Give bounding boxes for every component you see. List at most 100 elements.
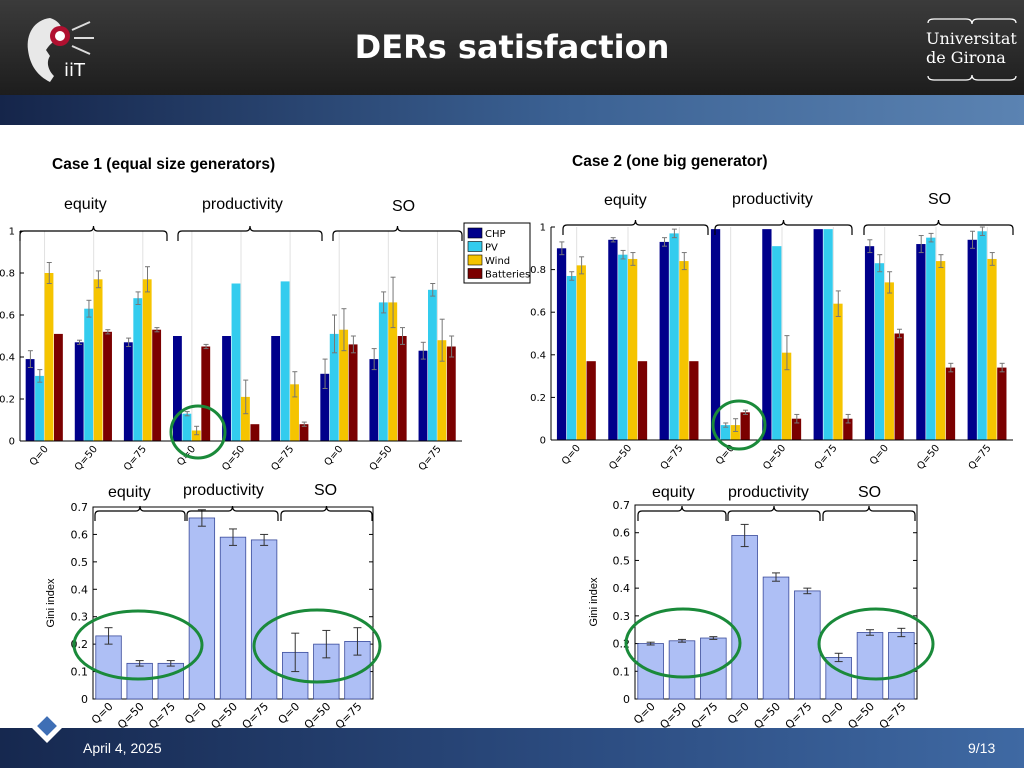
c1-bar-pv <box>772 246 782 440</box>
g2-ytick-label: 0.1 <box>71 666 89 679</box>
case2-equity-label: equity <box>604 192 647 209</box>
c1-bar-wind <box>987 258 997 440</box>
g3-ytick-label: 0.6 <box>613 527 631 540</box>
logo-text: iiT <box>64 60 86 81</box>
g3-x-tick-label: Q=0 <box>631 700 658 727</box>
g2-x-tick-label: Q=0 <box>276 700 303 727</box>
c0-group-brace <box>19 225 168 241</box>
case1-productivity-label: productivity <box>202 196 283 213</box>
legend-label-pv: PV <box>485 243 498 254</box>
g3-x-tick-label: Q=75 <box>689 700 721 732</box>
c0-ytick-label: 0.2 <box>0 395 15 406</box>
c0-bar-wind <box>339 329 349 441</box>
c1-bar-wind <box>576 265 586 440</box>
c0-bar-pv <box>329 333 339 441</box>
c0-bar-batteries <box>299 424 309 441</box>
university-name-line2: de Girona <box>926 48 1006 67</box>
c1-bar-wind <box>679 261 689 440</box>
c0-bar-chp <box>369 359 379 441</box>
g3-bar <box>794 590 821 700</box>
c0-x-tick-label: Q=50 <box>73 444 100 473</box>
g2-bar <box>188 517 216 700</box>
g3-ytick-label: 0.5 <box>613 554 631 567</box>
highlight-circle <box>624 607 742 679</box>
c1-group-brace <box>863 219 1014 235</box>
c0-ytick-label: 0.8 <box>0 269 15 280</box>
c1-x-tick-label: Q=50 <box>607 443 634 472</box>
c0-bar-pv <box>133 298 143 441</box>
c1-x-tick-label: Q=0 <box>868 443 891 467</box>
c0-ytick-label: 1 <box>9 227 15 238</box>
c0-bar-chp <box>418 350 428 441</box>
gini1-so-label: SO <box>314 482 338 499</box>
g2-group-brace <box>94 505 186 521</box>
c0-bar-wind <box>290 384 299 441</box>
c1-bar-pv <box>669 233 679 440</box>
c0-bar-wind <box>437 340 447 441</box>
c1-bar-wind <box>782 352 792 440</box>
c0-x-tick-label: Q=50 <box>368 444 395 473</box>
c1-bar-pv <box>720 425 731 440</box>
c0-bar-pv <box>280 281 290 441</box>
c1-ytick-label: 1 <box>540 223 546 234</box>
c1-bar-chp <box>659 241 669 440</box>
c1-group-brace <box>714 219 853 235</box>
c1-bar-batteries <box>791 418 802 440</box>
g2-group-brace <box>186 505 279 521</box>
c1-bar-pv <box>926 237 936 440</box>
g3-ytick-label: 0.7 <box>613 499 631 512</box>
g3-y-axis-label: Gini index <box>588 577 600 626</box>
g3-group-brace <box>822 505 916 521</box>
c1-bar-pv <box>874 263 885 440</box>
c1-bar-chp <box>762 229 772 440</box>
gini2-productivity-label: productivity <box>728 484 809 501</box>
g3-x-tick-label: Q=50 <box>657 700 689 732</box>
g3-group-brace <box>727 505 821 521</box>
case1-so-label: SO <box>392 198 416 215</box>
c0-bar-batteries <box>152 329 162 441</box>
c1-bar-chp <box>864 246 875 440</box>
highlight-circle <box>169 404 227 460</box>
highlight-circle <box>72 609 204 681</box>
c0-x-tick-label: Q=75 <box>269 444 296 473</box>
legend-swatch-pv <box>467 241 483 252</box>
c1-bar-pv <box>566 275 577 440</box>
g2-bar <box>95 635 122 700</box>
g2-ytick-label: 0 <box>81 693 88 706</box>
c1-bar-pv <box>823 229 833 440</box>
gini2-so-label: SO <box>858 484 882 501</box>
c0-bar-batteries <box>103 331 112 441</box>
g3-x-tick-label: Q=0 <box>725 700 752 727</box>
c0-bar-chp <box>320 373 330 441</box>
g3-ytick-label: 0.3 <box>613 610 631 623</box>
legend-swatch-chp <box>467 227 483 239</box>
c1-ytick-label: 0.6 <box>530 308 546 319</box>
c1-bar-pv <box>618 254 628 440</box>
c1-x-tick-label: Q=50 <box>915 443 942 472</box>
c0-bar-wind <box>93 279 103 441</box>
c1-bar-wind <box>936 261 946 440</box>
gini2-equity-label: equity <box>652 484 695 501</box>
c0-x-tick-label: Q=50 <box>220 444 247 473</box>
c0-bar-chp <box>25 359 35 441</box>
diamond-icon <box>30 709 64 743</box>
c0-bar-chp <box>271 336 281 441</box>
c0-x-tick-label: Q=0 <box>323 444 346 468</box>
c1-bar-batteries <box>894 333 904 440</box>
slide-header <box>0 0 1024 95</box>
c1-bar-batteries <box>945 367 956 440</box>
case1-heading: Case 1 (equal size generators) <box>52 156 276 173</box>
c0-x-tick-label: Q=75 <box>122 444 149 473</box>
c1-bar-wind <box>833 303 843 440</box>
c0-bar-wind <box>241 396 250 441</box>
header-band <box>0 95 1024 125</box>
g3-bar <box>856 632 884 700</box>
g3-x-tick-label: Q=50 <box>845 700 877 732</box>
g3-ytick-label: 0.1 <box>613 665 631 678</box>
g2-ytick-label: 0.3 <box>71 611 89 624</box>
c0-bar-batteries <box>201 346 211 441</box>
g3-bar <box>762 576 790 700</box>
g3-x-tick-label: Q=75 <box>877 700 909 732</box>
g3-bar <box>731 535 758 700</box>
legend-label-wind: Wind <box>485 256 510 267</box>
